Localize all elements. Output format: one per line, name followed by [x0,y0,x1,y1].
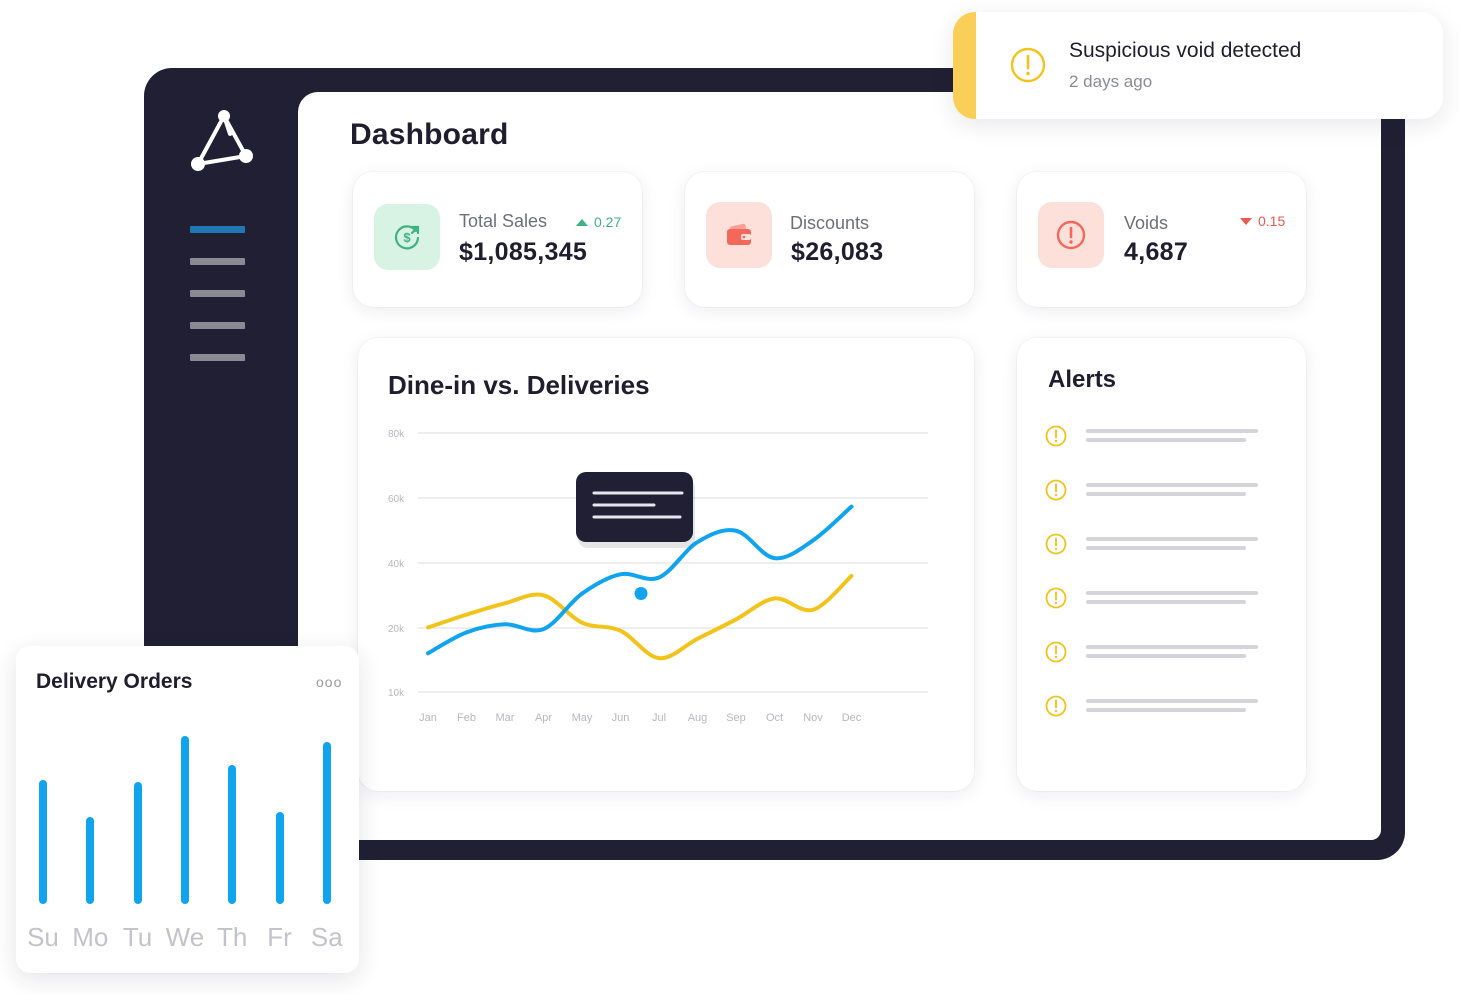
x-tick-label: Jun [612,712,630,724]
alert-icon [1045,533,1067,555]
more-options-icon[interactable]: ooo [316,674,343,690]
x-tick-label: Feb [457,712,476,724]
alert-text-line [1086,546,1246,550]
alert-item[interactable] [1044,694,1274,718]
day-label: Fr [267,922,292,952]
stat-value: $26,083 [791,238,884,266]
day-label: Su [27,922,59,952]
alert-text-line [1086,600,1246,604]
sidebar-item-4[interactable] [190,322,245,329]
alert-item[interactable] [1044,586,1274,610]
alert-text-line [1086,483,1258,487]
alert-text-line [1086,645,1258,649]
x-tick-label: Oct [766,712,783,724]
alert-icon [1045,587,1067,609]
day-label: Th [217,922,248,952]
stat-delta-up: 0.27 [576,214,621,230]
toast-accent-stripe [953,12,976,119]
dollar-sync-icon: $ [374,204,440,270]
toast-title: Suspicious void detected [1069,39,1302,62]
day-label: Sa [310,922,343,952]
x-tick-label: Aug [688,712,708,724]
alert-text-line [1086,492,1246,496]
alert-text-line [1086,537,1258,541]
x-tick-label: Dec [842,712,862,724]
stat-delta-value: 0.15 [1258,213,1286,229]
y-tick-label: 60k [388,494,405,505]
alert-circle-icon [1038,202,1104,268]
brand-logo-icon[interactable] [186,108,256,176]
chart-title: Dine-in vs. Deliveries [388,370,650,400]
svg-text:$: $ [403,230,411,245]
sidebar-item-5[interactable] [190,354,245,361]
bar-mo[interactable] [86,817,95,904]
stat-delta-value: 0.27 [594,214,622,230]
alert-icon [1045,425,1067,447]
toast-notification[interactable]: Suspicious void detected 2 days ago [953,12,1443,119]
trend-up-icon [576,218,588,226]
y-tick-label: 10k [388,688,405,699]
sidebar-item-3[interactable] [190,290,245,297]
stat-label: Total Sales [459,211,548,231]
alert-item[interactable] [1044,478,1274,502]
day-label: Mo [72,922,109,952]
alert-item[interactable] [1044,532,1274,556]
alerts-card [1017,338,1306,791]
alert-icon [1045,695,1067,717]
sidebar-item-1[interactable] [190,226,245,233]
series-line-yellow[interactable] [426,573,854,661]
alert-text-line [1086,708,1246,712]
delivery-orders-title: Delivery Orders [36,670,193,693]
stat-label: Voids [1124,213,1169,233]
wallet-icon [706,202,772,268]
alert-icon [1045,641,1067,663]
alerts-title: Alerts [1048,366,1117,393]
alert-text-line [1086,438,1246,442]
alert-text-line [1086,429,1258,433]
x-tick-label: Jan [419,712,437,724]
bar-tu[interactable] [133,782,142,904]
trend-down-icon [1240,217,1252,225]
bar-su[interactable] [39,780,47,904]
alert-text-line [1086,591,1258,595]
alert-icon [1010,47,1046,83]
y-tick-label: 80k [388,429,405,440]
stat-value: $1,085,345 [459,238,588,266]
alert-text-line [1086,699,1258,703]
bar-th[interactable] [228,765,237,904]
stat-label: Discounts [790,213,870,233]
page-title: Dashboard [350,118,509,151]
series-line-blue[interactable] [426,504,854,656]
toast-time: 2 days ago [1069,72,1153,91]
sidebar-item-2[interactable] [190,258,245,265]
alert-text-line [1086,654,1246,658]
chart-card [358,338,974,791]
line-chart[interactable]: 80k 60k 40k 20k 10k Jan Feb Mar Apr May Jun Jul Aug S… [380,420,950,740]
tooltip [576,472,693,542]
x-tick-label: May [572,712,593,724]
stat-delta-down: 0.15 [1240,213,1285,229]
alert-icon [1045,479,1067,501]
bar-we[interactable] [180,736,189,904]
highlight-point[interactable] [634,587,648,601]
alert-item[interactable] [1044,424,1274,448]
y-tick-label: 20k [388,624,405,635]
bar-sa[interactable] [322,742,331,904]
x-tick-label: Sep [726,712,746,724]
y-tick-label: 40k [388,559,405,570]
x-tick-label: Jul [652,712,666,724]
x-tick-label: Nov [803,712,823,724]
bar-fr[interactable] [275,812,284,904]
stat-value: 4,687 [1124,238,1189,266]
day-label: We [165,922,205,952]
day-label: Tu [122,922,153,952]
x-tick-label: Mar [496,712,515,724]
delivery-orders-card[interactable]: Delivery Orders ooo Su Mo Tu We Th Fr Sa [16,646,359,973]
x-tick-label: Apr [535,712,552,724]
alert-item[interactable] [1044,640,1274,664]
